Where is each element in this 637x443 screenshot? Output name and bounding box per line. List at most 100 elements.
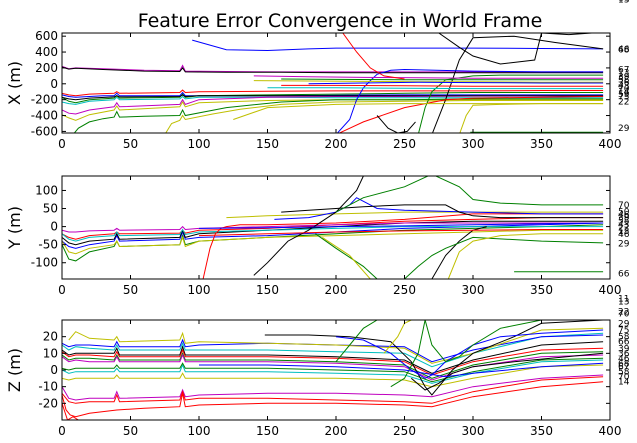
- series-line: [62, 222, 604, 249]
- series-line: [62, 403, 79, 420]
- series-id-label: 70: [618, 309, 630, 319]
- x-tick-label: 300: [462, 424, 485, 438]
- x-tick-label: 350: [530, 283, 553, 297]
- series-line: [274, 197, 604, 220]
- series-line: [431, 226, 487, 279]
- series-id-label: 14: [618, 378, 630, 388]
- series-line: [342, 33, 405, 80]
- series-line: [62, 222, 604, 233]
- y-tick-label: 0: [50, 220, 58, 234]
- series-line: [62, 226, 604, 242]
- series-id-label: 68: [618, 46, 630, 56]
- y-tick-label: 0: [50, 363, 58, 377]
- axes-frame: [61, 175, 611, 280]
- series-line: [459, 103, 604, 133]
- series-line: [390, 320, 604, 388]
- series-id-label: 13: [618, 0, 629, 6]
- x-tick-label: 350: [530, 137, 553, 151]
- series-id-label: 75: [618, 92, 629, 102]
- series-line: [198, 229, 604, 237]
- z-axis-label: Z (m): [5, 348, 24, 392]
- y-tick-label: -200: [31, 93, 58, 107]
- series-id-label: 36: [618, 349, 630, 359]
- series-group: [62, 320, 604, 420]
- series-line: [322, 236, 371, 279]
- x-tick-label: 150: [256, 137, 279, 151]
- series-line: [264, 320, 604, 396]
- x-tick-label: 200: [325, 283, 348, 297]
- x-tick-label: 300: [462, 283, 485, 297]
- series-id-label: 39: [618, 344, 630, 354]
- x-tick-label: 400: [599, 137, 622, 151]
- x-tick-label: 0: [58, 283, 66, 297]
- series-line: [281, 78, 604, 81]
- x-tick-label: 0: [58, 137, 66, 151]
- series-id-label: 46: [618, 354, 630, 364]
- series-id-label: 46: [618, 211, 630, 221]
- y-tick-label: 50: [43, 202, 58, 216]
- series-line: [199, 362, 604, 378]
- x-tick-label: 100: [188, 424, 211, 438]
- series-id-label: 70: [618, 85, 630, 95]
- series-id-label: 46: [618, 45, 630, 55]
- series-id-label: 11: [618, 294, 629, 304]
- series-id-label: 67: [618, 363, 629, 373]
- series-line: [62, 376, 604, 404]
- series-id-label: 39: [618, 72, 630, 82]
- y-tick-label: 200: [35, 61, 58, 75]
- y-tick-label: 0: [50, 77, 58, 91]
- series-line: [447, 233, 604, 279]
- x-tick-label: 150: [256, 424, 279, 438]
- series-line: [434, 33, 599, 65]
- series-id-label: 13: [618, 298, 629, 308]
- series-id-label: 22: [618, 308, 629, 318]
- series-id-label: 36: [618, 79, 630, 89]
- y-tick-label: -50: [38, 238, 58, 252]
- series-id-label: 68: [618, 359, 630, 369]
- y-axis-label: Y (m): [5, 206, 24, 250]
- series-line: [62, 341, 604, 374]
- series-id-label: 75: [618, 326, 629, 336]
- x-tick-label: 0: [58, 424, 66, 438]
- series-line: [198, 222, 604, 229]
- series-line: [308, 81, 604, 85]
- x-tick-label: 50: [123, 137, 138, 151]
- series-line: [233, 103, 604, 120]
- series-id-label: 43: [618, 220, 629, 230]
- x-axis-label: X (m): [5, 61, 24, 105]
- series-line: [253, 176, 365, 276]
- y-tick-label: -20: [38, 396, 58, 410]
- series-group: [62, 33, 604, 133]
- series-line: [410, 352, 604, 391]
- series-id-label: 46: [618, 230, 630, 240]
- x-tick-label: 50: [123, 424, 138, 438]
- series-line: [267, 87, 604, 90]
- x-tick-label: 250: [393, 137, 416, 151]
- x-tick-label: 400: [599, 283, 622, 297]
- series-line: [383, 320, 412, 354]
- x-tick-label: 50: [123, 283, 138, 297]
- series-line: [281, 84, 604, 87]
- series-id-label: 22: [618, 97, 629, 107]
- series-line: [62, 89, 604, 97]
- series-id-label: 59: [618, 90, 630, 100]
- y-tick-label: 10: [43, 346, 58, 360]
- series-line: [202, 213, 604, 279]
- x-tick-label: 150: [256, 283, 279, 297]
- x-tick-label: 250: [393, 424, 416, 438]
- series-id-label: 29: [618, 319, 630, 329]
- series-line: [68, 327, 604, 364]
- x-tick-label: 400: [599, 424, 622, 438]
- series-line: [62, 94, 604, 101]
- series-line: [62, 353, 604, 381]
- series-line: [62, 364, 604, 388]
- y-error-subplot: 0 50 100 150 200 250 300 350 400 100 50 0 -50 -100 Y (…: [5, 175, 630, 297]
- series-id-label: 39: [618, 214, 630, 224]
- series-id-label: 67: [618, 66, 629, 76]
- y-tick-label: 100: [35, 183, 58, 197]
- series-line: [62, 95, 604, 115]
- y-tick-label: 600: [35, 29, 58, 43]
- series-line: [404, 236, 604, 279]
- series-line: [338, 96, 604, 133]
